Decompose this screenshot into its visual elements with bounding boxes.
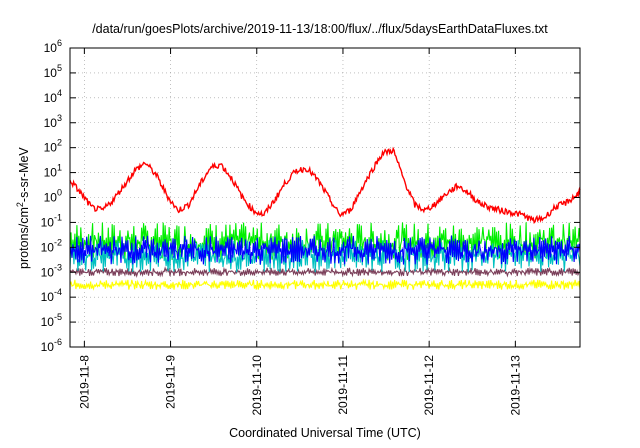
y-tick-exp: 1 [57, 163, 62, 173]
y-axis-label: protons/cm2-s-sr-MeV [15, 147, 31, 269]
y-tick-exp: 6 [57, 38, 62, 48]
y-tick-exp: 2 [57, 138, 62, 148]
y-tick-label: 100 [44, 188, 62, 205]
y-tick-label: 102 [44, 138, 62, 155]
y-tick-base: 10 [41, 340, 55, 354]
y-axis-ticks: 10-610-510-410-310-210-11001011021031041… [41, 38, 580, 354]
series-line-3 [69, 235, 581, 265]
y-tick-base: 10 [41, 315, 55, 329]
y-tick-base: 10 [41, 215, 55, 229]
x-axis-ticks: 2019-11-8 2019-11-9 2019-11-10 2019-11-11 20… [77, 48, 522, 416]
y-tick-exp: -3 [54, 262, 62, 272]
y-tick-base: 10 [44, 166, 58, 180]
chart-title: /data/run/goesPlots/archive/2019-11-13/1… [92, 22, 548, 36]
y-tick-base: 10 [44, 141, 58, 155]
y-tick-exp: 3 [57, 113, 62, 123]
y-tick-label: 10-3 [41, 262, 62, 279]
x-tick-label: 2019-11-12 [422, 355, 436, 416]
y-tick-exp: 5 [57, 63, 62, 73]
y-tick-label: 106 [44, 38, 62, 55]
series-line-2 [69, 239, 581, 273]
y-tick-base: 10 [41, 265, 55, 279]
x-tick-label: 2019-11-11 [336, 355, 350, 415]
y-tick-exp: -5 [54, 312, 62, 322]
x-tick-label: 2019-11-9 [164, 355, 178, 409]
y-tick-exp: 0 [57, 188, 62, 198]
series-line-0 [69, 146, 581, 225]
y-tick-base: 10 [44, 191, 58, 205]
y-tick-base: 10 [44, 91, 58, 105]
x-tick-label: 2019-11-13 [508, 355, 522, 416]
y-tick-label: 105 [44, 63, 62, 80]
y-tick-exp: -1 [54, 212, 62, 222]
y-tick-label: 10-5 [41, 312, 62, 329]
y-tick-exp: -4 [54, 287, 62, 297]
y-axis-label-suffix: -s-sr-MeV [16, 147, 31, 203]
grid-lines [70, 48, 580, 347]
y-tick-base: 10 [44, 41, 58, 55]
series-group [69, 146, 581, 291]
y-tick-label: 101 [44, 163, 62, 180]
y-tick-label: 103 [44, 113, 62, 130]
x-tick-label: 2019-11-8 [77, 355, 91, 409]
y-tick-exp: -6 [54, 337, 62, 347]
y-tick-label: 10-2 [41, 237, 62, 254]
y-tick-exp: -2 [54, 237, 62, 247]
x-tick-label: 2019-11-10 [250, 355, 264, 416]
y-tick-base: 10 [41, 290, 55, 304]
y-tick-exp: 4 [57, 88, 62, 98]
y-tick-label: 104 [44, 88, 62, 105]
series-line-4 [69, 278, 581, 291]
y-tick-label: 10-1 [41, 212, 62, 229]
y-tick-label: 10-4 [41, 287, 62, 304]
y-axis-label-sup: 2 [14, 202, 25, 208]
x-axis-label: Coordinated Universal Time (UTC) [229, 426, 421, 440]
y-tick-base: 10 [44, 66, 58, 80]
y-axis-label-prefix: protons/cm [16, 207, 31, 269]
y-tick-base: 10 [44, 116, 58, 130]
series-line-5 [69, 266, 581, 278]
y-tick-base: 10 [41, 240, 55, 254]
y-tick-label: 10-6 [41, 337, 62, 354]
